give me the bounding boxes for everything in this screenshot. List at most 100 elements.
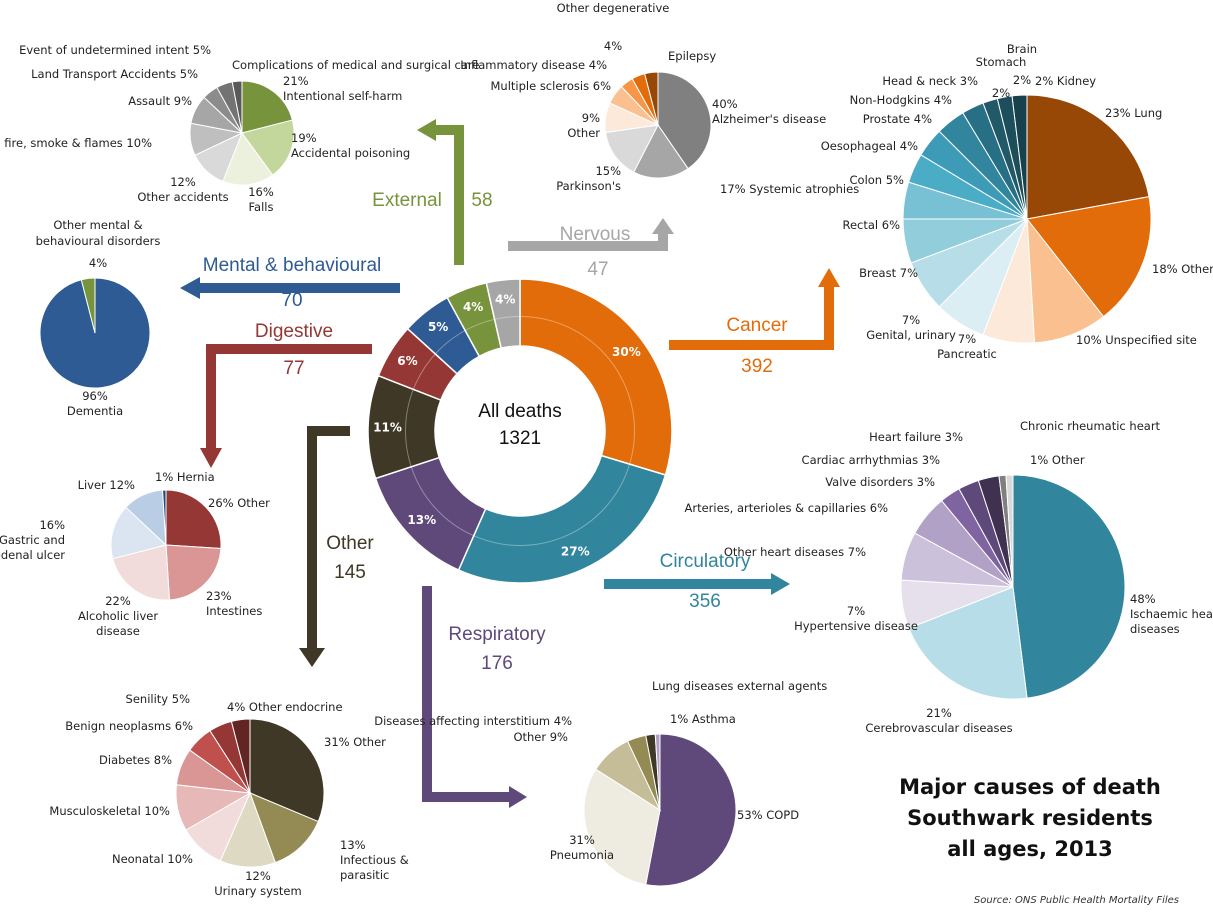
respiratory-slice-0 xyxy=(645,733,737,887)
nervous-slice-1 xyxy=(633,124,689,179)
external-pct-0: 21% xyxy=(283,74,309,88)
other-slice-8 xyxy=(230,718,251,794)
donut-pct-3: 11% xyxy=(373,420,402,434)
circulatory-pct-2: 7% xyxy=(847,604,865,618)
other-label-1: Infectious & xyxy=(340,853,409,867)
circulatory-slice-1 xyxy=(908,586,1028,700)
other-label-3: Neonatal 10% xyxy=(112,852,193,866)
other-label-7: Senility 5% xyxy=(126,692,191,706)
center-label: All deaths xyxy=(478,401,561,422)
cancer-label-13: Brain xyxy=(1007,42,1037,56)
digestive-slice-1 xyxy=(165,544,222,601)
title-line-3: all ages, 2013 xyxy=(947,837,1113,861)
digestive-pct-2: 22% xyxy=(105,594,131,608)
other-label-4: Musculoskeletal 10% xyxy=(49,804,170,818)
external-slice-1 xyxy=(241,119,295,176)
respiratory-label-3: Diseases affecting interstitium 4% xyxy=(374,714,572,728)
circulatory-label-2: Hypertensive disease xyxy=(794,619,918,633)
arrowhead-nervous xyxy=(652,218,674,234)
external-label-2: Falls xyxy=(249,200,274,214)
nervous-slice-2 xyxy=(604,124,659,173)
title-block: Major causes of death Southwark resident… xyxy=(880,772,1180,865)
respiratory-slice-5 xyxy=(654,733,661,811)
circulatory-label-6: Cardiac arrhythmias 3% xyxy=(802,453,941,467)
nervous-pct-2: 15% xyxy=(595,164,621,178)
other-label-2: Urinary system xyxy=(214,884,301,898)
nervous-pct-0: 40% xyxy=(712,97,738,111)
mental-label-1: Other mental & xyxy=(53,218,142,232)
cancer-pct-4: 7% xyxy=(902,313,920,327)
respiratory-label-5: 1% Asthma xyxy=(670,712,736,726)
external-label-6: Land Transport Accidents 5% xyxy=(31,67,198,81)
other-pct-2: 12% xyxy=(245,869,271,883)
cancer-pct-13: 2% xyxy=(1013,73,1031,87)
group-count-6: 58 xyxy=(471,190,492,211)
arrow-nervous xyxy=(508,234,668,251)
digestive-slice-2 xyxy=(112,544,170,601)
circulatory-label-1: Cerebrovascular diseases xyxy=(865,721,1012,735)
external-slice-2 xyxy=(222,131,274,186)
arrowhead-respiratory xyxy=(509,786,527,808)
circulatory-label-4: Arteries, arterioles & capillaries 6% xyxy=(684,501,888,515)
digestive-label-3: Gastric and xyxy=(0,533,65,547)
donut-slice-7 xyxy=(485,278,521,350)
external-slice-0 xyxy=(241,80,293,134)
cancer-label-0: 23% Lung xyxy=(1105,106,1162,120)
nervous-label-1: 17% Systemic atrophies xyxy=(720,182,859,196)
nervous-label-7: Epilepsy xyxy=(668,49,716,63)
digestive-label2-3: duodenal ulcer xyxy=(0,548,65,562)
other-label-5: Diabetes 8% xyxy=(99,753,172,767)
group-count-4: 77 xyxy=(283,358,304,379)
cancer-label-12: Stomach xyxy=(976,55,1027,69)
respiratory-label-1: Pneumonia xyxy=(550,848,614,862)
title-line-1: Major causes of death xyxy=(899,775,1161,799)
other-label2-1: parasitic xyxy=(340,868,389,882)
arrowhead-other xyxy=(299,648,325,667)
other-label-6: Benign neoplasms 6% xyxy=(65,719,193,733)
arrowhead-digestive xyxy=(200,448,222,468)
nervous-label-3: Other xyxy=(567,126,600,140)
mental-pct-0: 96% xyxy=(82,389,108,403)
center-total: 1321 xyxy=(499,428,541,449)
cancer-slice-0 xyxy=(1026,94,1150,220)
other-slice-1 xyxy=(249,792,319,864)
cancer-label-6: Rectal 6% xyxy=(842,218,900,232)
group-label-2: Respiratory xyxy=(448,624,546,645)
arrowhead-cancer xyxy=(818,268,840,287)
external-label-5: Assault 9% xyxy=(128,94,192,108)
digestive-label-5: 1% Hernia xyxy=(155,470,215,484)
circulatory-label-7: Heart failure 3% xyxy=(869,430,963,444)
circulatory-slice-0 xyxy=(1012,474,1126,699)
group-count-0: 392 xyxy=(741,356,773,377)
circulatory-pct-0: 48% xyxy=(1130,592,1156,606)
external-label-1: Accidental poisoning xyxy=(291,146,410,160)
donut-pct-6: 4% xyxy=(463,300,483,314)
arrow-cancer xyxy=(669,287,834,350)
cancer-label-9: Prostate 4% xyxy=(863,112,932,126)
cancer-label-1: 18% Other xyxy=(1152,262,1213,276)
external-slice-8 xyxy=(231,80,243,134)
digestive-label-0: 26% Other xyxy=(208,496,270,510)
cancer-pct-12: 2% xyxy=(992,86,1010,100)
donut-pct-1: 27% xyxy=(561,544,590,558)
arrowhead-circulatory xyxy=(771,573,790,595)
mental-slice-1 xyxy=(80,277,96,334)
group-count-5: 70 xyxy=(281,290,302,311)
external-label-8: Complications of medical and surgical ca… xyxy=(232,58,479,72)
cancer-label-10: Non-Hodgkins 4% xyxy=(850,93,952,107)
circulatory-label-5: Valve disorders 3% xyxy=(825,475,935,489)
respiratory-pct-1: 31% xyxy=(569,833,595,847)
external-pct-1: 19% xyxy=(291,131,317,145)
donut-pct-0: 30% xyxy=(612,345,641,359)
digestive-slice-0 xyxy=(165,489,222,549)
external-label-4: Exposure to fire, smoke & flames 10% xyxy=(0,136,152,150)
circulatory-label-8: Chronic rheumatic heart xyxy=(1020,419,1161,433)
arrow-digestive xyxy=(206,344,372,448)
external-label-3: Other accidents xyxy=(137,190,228,204)
group-count-1: 356 xyxy=(689,591,721,612)
arrow-other xyxy=(307,426,350,648)
cancer-pct-3: 7% xyxy=(958,332,976,346)
nervous-label-0: Alzheimer's disease xyxy=(712,112,826,126)
